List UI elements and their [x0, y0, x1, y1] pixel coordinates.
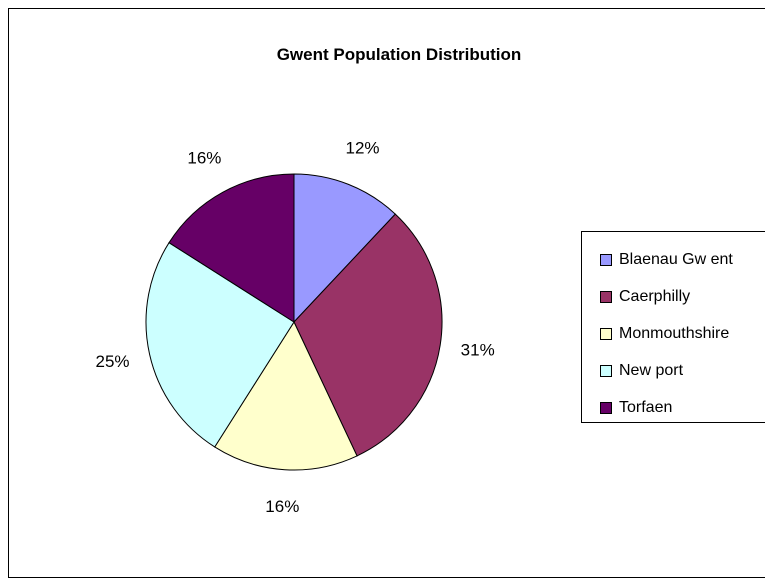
legend-swatch	[600, 364, 612, 377]
pie-slice-4	[145, 242, 295, 448]
slice-label-4: 25%	[95, 352, 129, 371]
pie-slice-5	[168, 173, 295, 323]
legend-swatch	[600, 327, 612, 340]
legend-item: Monmouthshire	[582, 315, 765, 352]
legend-swatch	[600, 253, 612, 266]
chart-title: Gwent Population Distribution	[276, 45, 522, 64]
slice-label-2: 31%	[461, 341, 495, 360]
pie-slice-2	[293, 213, 443, 457]
slice-label-1: 12%	[345, 139, 379, 158]
pie-chart: 12% 31% 16% 25% 16%	[95, 139, 495, 516]
legend-label: Blaenau Gw ent	[619, 250, 733, 268]
legend-label: Caerphilly	[619, 287, 691, 305]
legend-label: Monmouthshire	[619, 324, 730, 342]
pie-slice-3	[214, 320, 358, 471]
legend-item: Torfaen	[582, 389, 765, 426]
slice-label-5: 16%	[187, 148, 221, 167]
legend-label: Torfaen	[619, 398, 673, 416]
legend-swatch	[600, 401, 612, 414]
legend-item: New port	[582, 352, 765, 389]
legend: Blaenau Gw ent Caerphilly Monmouthshire New…	[581, 231, 765, 423]
chart-area: Gwent Population Distribution 12% 31% 16% 2…	[8, 8, 765, 578]
legend-item: Caerphilly	[582, 278, 765, 315]
legend-swatch	[600, 290, 612, 303]
legend-label: New port	[619, 361, 684, 379]
legend-item: Blaenau Gw ent	[582, 241, 765, 278]
pie-slice-1	[293, 173, 397, 324]
slice-label-3: 16%	[265, 497, 299, 516]
